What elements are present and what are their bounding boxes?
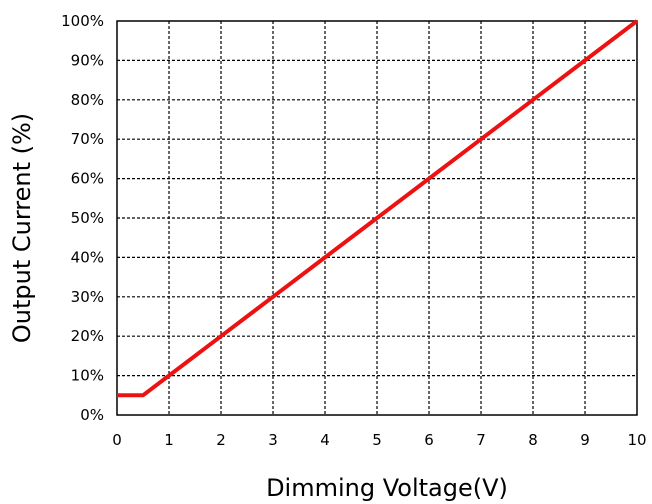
x-tick-label: 2 — [216, 431, 226, 449]
y-tick-label: 20% — [71, 327, 104, 345]
x-axis-label: Dimming Voltage(V) — [266, 474, 508, 502]
x-tick-label: 3 — [268, 431, 278, 449]
y-tick-label: 10% — [71, 367, 104, 385]
x-tick-label: 4 — [320, 431, 330, 449]
y-tick-label: 50% — [71, 209, 104, 227]
x-tick-label: 7 — [476, 431, 486, 449]
y-tick-label: 60% — [71, 170, 104, 188]
plot-area-frame — [116, 20, 638, 416]
x-tick-label: 6 — [424, 431, 434, 449]
y-tick-label: 40% — [71, 248, 104, 266]
y-tick-label: 70% — [71, 130, 104, 148]
y-tick-label: 100% — [61, 12, 104, 30]
grid-lines — [117, 21, 637, 415]
x-tick-labels: 0 1 2 3 4 5 6 7 8 9 10 — [112, 431, 646, 449]
y-tick-label: 30% — [71, 288, 104, 306]
x-tick-label: 8 — [528, 431, 538, 449]
x-tick-label: 0 — [112, 431, 122, 449]
y-tick-label: 90% — [71, 51, 104, 69]
y-tick-label: 80% — [71, 91, 104, 109]
x-tick-label: 10 — [627, 431, 646, 449]
y-axis-label: Output Current (%) — [8, 113, 36, 343]
x-tick-label: 1 — [164, 431, 174, 449]
series-line — [117, 19, 639, 398]
x-tick-label: 5 — [372, 431, 382, 449]
y-tick-label: 0% — [80, 406, 104, 424]
y-tick-labels: 0% 10% 20% 30% 40% 50% 60% 70% 80% 90% 100% — [61, 12, 104, 424]
x-tick-label: 9 — [580, 431, 590, 449]
